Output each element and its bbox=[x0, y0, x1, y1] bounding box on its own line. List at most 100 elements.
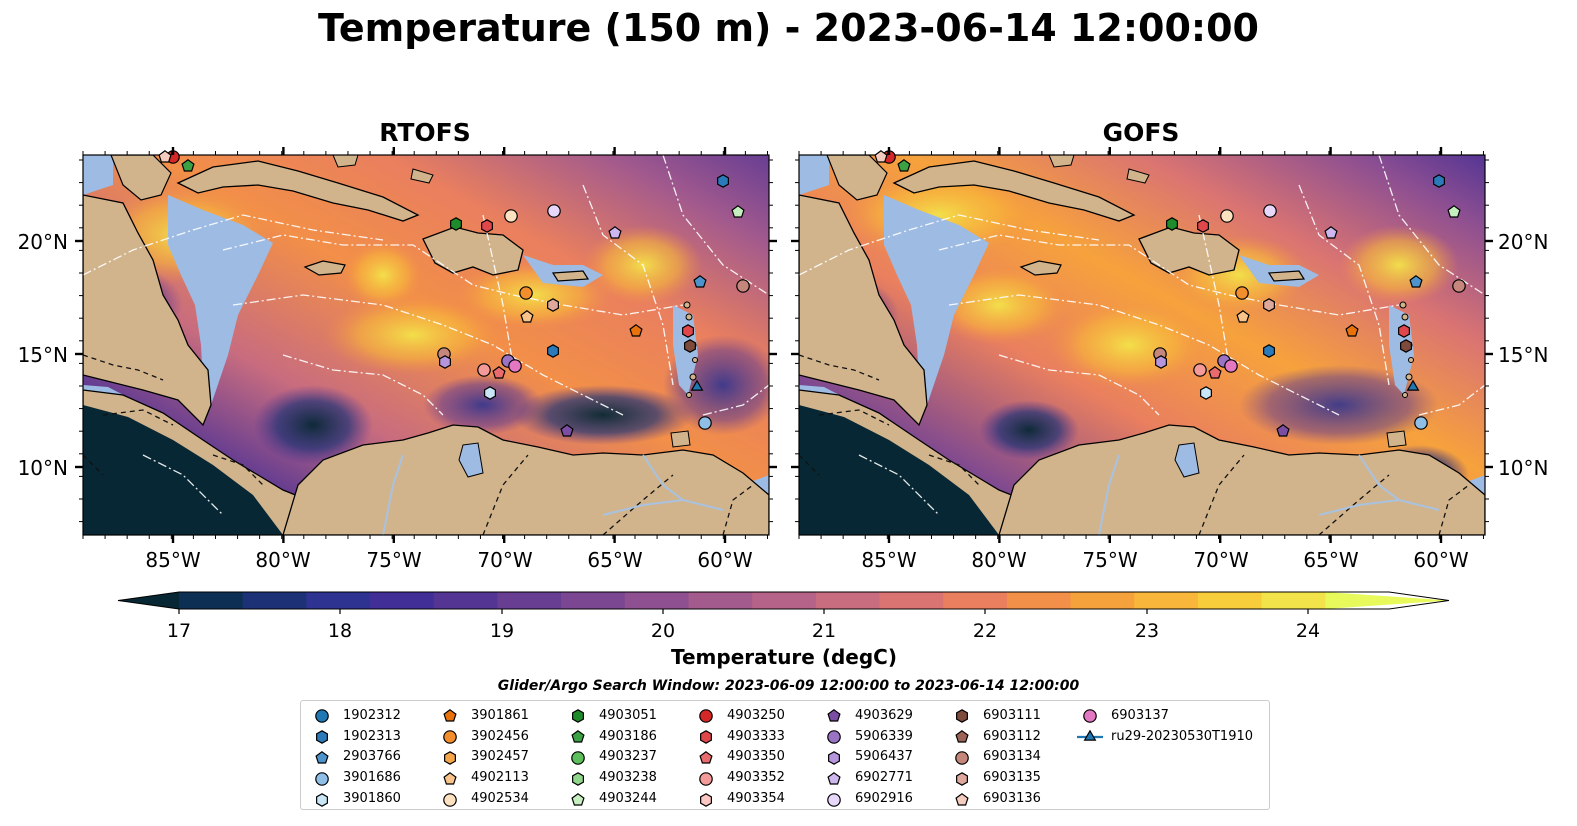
legend-marker bbox=[699, 709, 713, 724]
legend-marker-icon bbox=[444, 751, 456, 765]
legend-marker bbox=[571, 792, 585, 806]
legend-marker-icon bbox=[955, 792, 969, 806]
float-marker bbox=[477, 363, 491, 377]
legend-marker bbox=[443, 709, 457, 723]
float-marker bbox=[508, 359, 522, 373]
float-marker bbox=[684, 339, 696, 353]
legend-item: 4902113 bbox=[437, 767, 529, 788]
float-marker bbox=[504, 209, 518, 223]
legend-label: 2903766 bbox=[343, 749, 401, 765]
float-marker bbox=[1447, 205, 1461, 218]
legend-marker bbox=[571, 730, 585, 743]
legend-item: 4903238 bbox=[565, 767, 657, 788]
legend-marker bbox=[316, 792, 328, 807]
legend-label: 4903051 bbox=[599, 707, 657, 723]
legend-marker bbox=[315, 709, 329, 724]
float-marker bbox=[1409, 275, 1423, 288]
legend-item: 6903111 bbox=[949, 705, 1041, 726]
legend-marker bbox=[827, 709, 841, 723]
legend-label: 4903354 bbox=[727, 791, 785, 807]
colorbar-tick-label: 17 bbox=[167, 620, 191, 642]
float-marker bbox=[519, 286, 533, 300]
legend-marker-icon bbox=[316, 730, 328, 745]
float-marker bbox=[1263, 344, 1275, 358]
float-marker bbox=[1433, 174, 1445, 188]
legend-marker-icon bbox=[315, 751, 329, 764]
legend-item: 6903136 bbox=[949, 788, 1041, 809]
legend-marker-icon bbox=[571, 730, 585, 743]
legend-label: 6903136 bbox=[983, 791, 1041, 807]
figure-title: Temperature (150 m) - 2023-06-14 12:00:0… bbox=[317, 6, 1259, 50]
legend-item: 3901860 bbox=[309, 788, 401, 809]
float-marker bbox=[1208, 366, 1222, 379]
float-marker bbox=[1155, 355, 1167, 369]
legend-marker bbox=[1083, 709, 1097, 724]
legend-marker-icon bbox=[443, 730, 457, 744]
float-marker bbox=[874, 150, 888, 163]
legend-item: ru29-20230530T1910 bbox=[1077, 726, 1253, 747]
float-marker bbox=[736, 279, 750, 293]
legend-marker-icon bbox=[572, 709, 584, 724]
y-tick-label: 10°N bbox=[18, 456, 68, 480]
legend-item: 5906339 bbox=[821, 726, 913, 747]
colorbar bbox=[117, 591, 1450, 614]
legend-marker bbox=[443, 792, 457, 807]
colorbar-segment bbox=[306, 592, 371, 609]
search-window-caption: Glider/Argo Search Window: 2023-06-09 12… bbox=[497, 678, 1080, 694]
y-tick-label: 15°N bbox=[18, 343, 68, 367]
float-marker bbox=[484, 386, 496, 400]
legend-label: 3902456 bbox=[471, 728, 529, 744]
float-marker bbox=[897, 159, 911, 172]
float-markers-rtofs bbox=[158, 150, 750, 437]
legend-marker-icon bbox=[1083, 709, 1097, 724]
colorbar-segment bbox=[561, 592, 626, 609]
colorbar-segment bbox=[497, 592, 562, 609]
legend-marker bbox=[1083, 729, 1097, 741]
legend-label: 4903350 bbox=[727, 749, 785, 765]
legend-item: 6902771 bbox=[821, 767, 913, 788]
legend-marker-icon bbox=[316, 792, 328, 807]
legend-marker bbox=[699, 771, 713, 786]
float-marker bbox=[1193, 363, 1207, 377]
float-marker bbox=[450, 217, 462, 231]
colorbar-tick-label: 22 bbox=[973, 620, 997, 642]
x-tick-label: 70°W bbox=[1193, 548, 1248, 572]
legend-marker-icon bbox=[571, 751, 585, 765]
x-tick-label: 80°W bbox=[971, 548, 1026, 572]
x-tick-label: 80°W bbox=[255, 548, 310, 572]
colorbar-segment bbox=[688, 592, 753, 609]
legend-marker bbox=[699, 751, 713, 764]
float-marker bbox=[682, 324, 694, 338]
legend-marker-icon bbox=[699, 709, 713, 724]
float-marker bbox=[690, 379, 704, 391]
legend-marker bbox=[316, 730, 328, 745]
legend-marker bbox=[827, 771, 841, 785]
float-markers-gofs bbox=[874, 150, 1466, 437]
y-tick-label: 15°N bbox=[1498, 343, 1548, 367]
legend-marker bbox=[956, 771, 968, 786]
panel-title-rtofs: RTOFS bbox=[379, 118, 471, 147]
colorbar-segment bbox=[370, 592, 435, 609]
legend-marker-icon bbox=[699, 751, 713, 764]
float-marker bbox=[547, 298, 559, 312]
legend-item: 6903135 bbox=[949, 767, 1041, 788]
legend-marker-icon bbox=[955, 730, 969, 743]
legend-label: 3901861 bbox=[471, 707, 529, 723]
float-marker bbox=[439, 355, 451, 369]
legend-label: 6903134 bbox=[983, 749, 1041, 765]
legend-marker-icon bbox=[700, 792, 712, 807]
panel-title-gofs: GOFS bbox=[1102, 118, 1180, 147]
legend-marker-icon bbox=[443, 709, 457, 723]
legend-marker-icon bbox=[828, 751, 840, 765]
y-tick-label: 20°N bbox=[1498, 230, 1548, 254]
legend-label: 3902457 bbox=[471, 749, 529, 765]
colorbar-segment bbox=[1006, 592, 1072, 609]
colorbar-segment bbox=[242, 592, 307, 609]
legend-marker bbox=[828, 751, 840, 765]
float-marker bbox=[608, 226, 622, 239]
float-marker bbox=[1200, 386, 1212, 400]
colorbar-extend-high bbox=[1325, 592, 1449, 609]
x-tick-label: 75°W bbox=[366, 548, 421, 572]
legend-item: 4903354 bbox=[693, 788, 785, 809]
